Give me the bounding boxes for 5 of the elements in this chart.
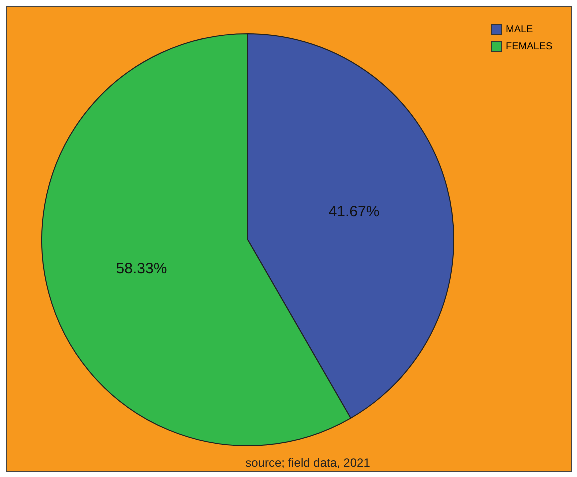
data-label: 58.33% <box>116 260 168 278</box>
data-label: 41.67% <box>328 204 380 221</box>
legend-label: MALE <box>506 24 534 36</box>
source-note: source; field data, 2021 <box>246 456 371 470</box>
legend-label: FEMALES <box>506 42 554 52</box>
